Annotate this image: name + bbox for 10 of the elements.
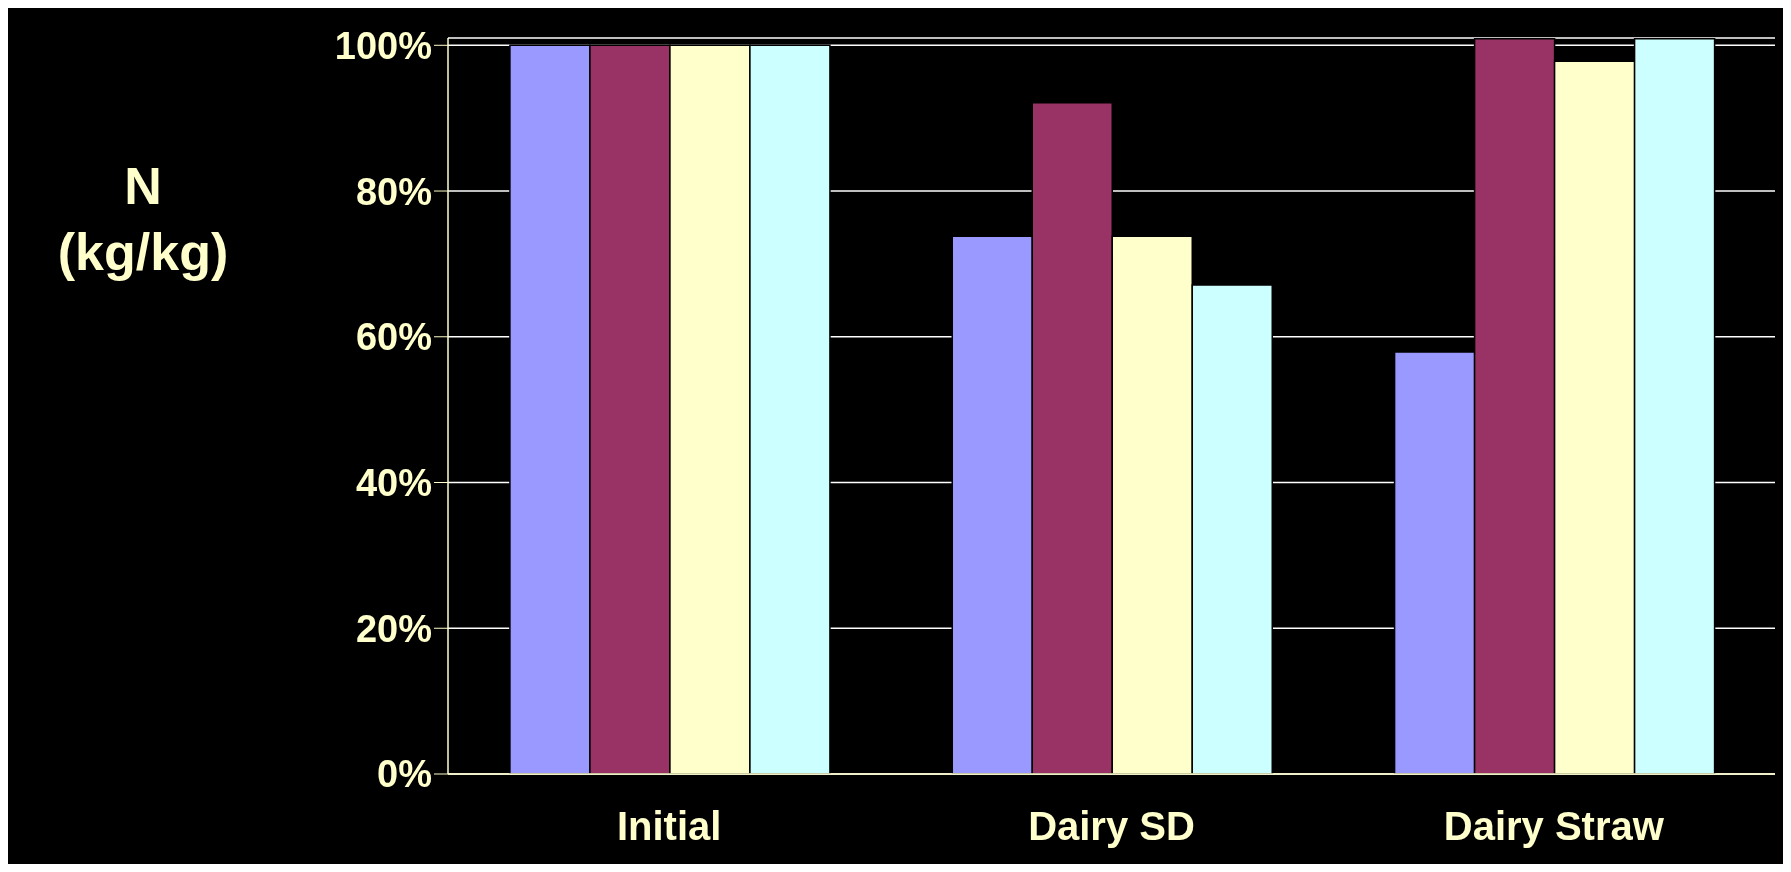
- y-tick-label: 100%: [334, 24, 432, 67]
- y-tick-label: 0%: [377, 753, 432, 796]
- x-tick-label: Initial: [616, 804, 722, 849]
- x-tick-label: Dairy Straw: [1443, 804, 1665, 849]
- y-tick-label: 40%: [355, 462, 432, 504]
- y-tick-label: 80%: [355, 170, 432, 213]
- y-tick-label: 20%: [355, 607, 432, 650]
- y-tick-label: 60%: [355, 316, 432, 359]
- y-axis-title: N (kg/kg): [57, 156, 229, 281]
- x-tick-label: Dairy SD: [1028, 804, 1195, 849]
